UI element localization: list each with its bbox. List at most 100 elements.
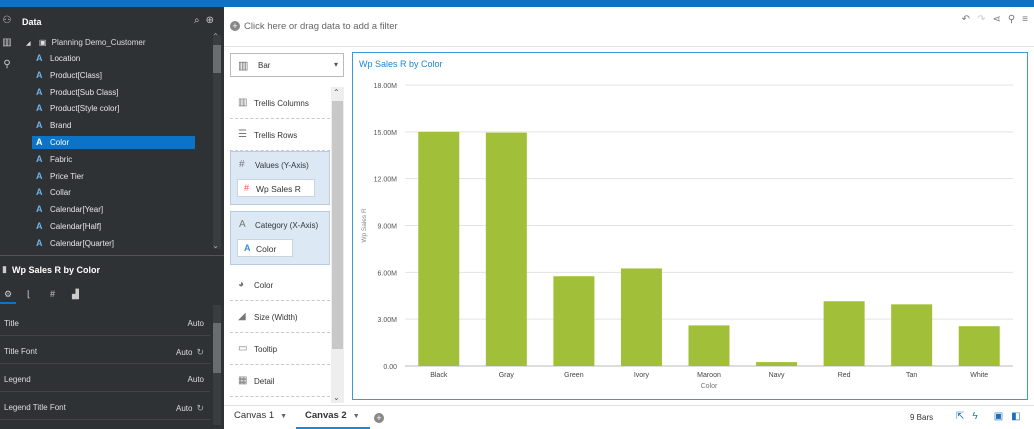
- add-icon[interactable]: ⊕: [205, 15, 214, 26]
- scroll-down-icon[interactable]: ⌄: [212, 241, 219, 250]
- property-value[interactable]: Auto ↻: [176, 403, 204, 414]
- values-zone[interactable]: # Values (Y-Axis) # Wp Sales R: [230, 151, 330, 205]
- y-tick-label: 12.00M: [374, 177, 398, 184]
- data-element-item[interactable]: A Brand: [32, 119, 195, 132]
- canvas-tab-2[interactable]: Canvas 2 ▼: [305, 410, 360, 421]
- data-element-item[interactable]: A Product[Style color]: [32, 102, 195, 115]
- data-element-item[interactable]: A Calendar[Quarter]: [32, 237, 195, 250]
- filter-placeholder[interactable]: Click here or drag data to add a filter: [244, 21, 398, 32]
- attribute-icon: A: [36, 120, 43, 131]
- chart-view[interactable]: Wp Sales R by Color 0.00 3.00M 6.00M 9.00M 1…: [352, 52, 1028, 400]
- redo-icon[interactable]: ↷: [977, 14, 986, 25]
- data-element-item[interactable]: A Product[Sub Class]: [32, 86, 195, 99]
- analytics-icon[interactable]: ⚲: [3, 59, 11, 70]
- attribute-icon: A: [36, 187, 43, 198]
- property-row[interactable]: Legend Title Font Auto ↻: [0, 394, 210, 420]
- bar[interactable]: [958, 326, 1000, 366]
- attribute-icon: A: [36, 204, 43, 215]
- visualizations-icon[interactable]: ▥: [2, 37, 12, 48]
- data-element-item[interactable]: A Fabric: [32, 153, 195, 166]
- property-row[interactable]: Legend Auto: [0, 366, 210, 392]
- trellis-rows-zone[interactable]: ☰ Trellis Rows: [230, 119, 330, 151]
- category-zone[interactable]: A Category (X-Axis) A Color: [230, 211, 330, 265]
- panel-divider[interactable]: [0, 255, 224, 256]
- data-element-item[interactable]: A Location: [32, 52, 195, 65]
- property-value[interactable]: Auto: [188, 319, 204, 328]
- properties-scrollbar[interactable]: [213, 305, 221, 425]
- color-zone[interactable]: ◕ Color: [230, 269, 330, 301]
- canvas-tab-1[interactable]: Canvas 1 ▼: [234, 410, 287, 421]
- size-zone[interactable]: ◢ Size (Width): [230, 301, 330, 333]
- data-element-item[interactable]: A Calendar[Year]: [32, 203, 195, 216]
- trellis-columns-zone[interactable]: ▥ Trellis Columns: [230, 87, 330, 119]
- chevron-down-icon[interactable]: ▼: [352, 413, 360, 420]
- x-tick-label: White: [970, 372, 988, 379]
- detail-zone[interactable]: ▦ Detail: [230, 365, 330, 397]
- chart-title: Wp Sales R by Color: [359, 59, 443, 69]
- bar-chart-icon: ▮: [2, 264, 7, 274]
- filter-bar[interactable]: + Click here or drag data to add a filte…: [224, 7, 1034, 47]
- scroll-up-icon[interactable]: ⌃: [333, 88, 340, 97]
- canvas-tab-1-label: Canvas 1: [234, 410, 275, 421]
- analytics-tab-icon[interactable]: ▟: [72, 289, 79, 299]
- bar[interactable]: [891, 304, 933, 366]
- bar[interactable]: [823, 301, 865, 366]
- data-element-label: Calendar[Year]: [50, 205, 104, 215]
- grammar-scroll-thumb[interactable]: [332, 101, 343, 349]
- detail-icon: ▦: [238, 375, 248, 386]
- canvas-tab-bar: Canvas 1 ▼ Canvas 2 ▼ + 9 Bars ⇱ ϟ ▣ ◧: [224, 405, 1034, 429]
- collapse-triangle-icon[interactable]: ◢: [26, 41, 31, 47]
- bar-count: 9 Bars: [910, 413, 934, 422]
- property-value[interactable]: Auto: [188, 375, 204, 384]
- bar[interactable]: [688, 325, 730, 366]
- add-filter-icon[interactable]: +: [230, 21, 240, 31]
- y-tick-label: 9.00M: [378, 224, 398, 231]
- property-value[interactable]: Auto ↻: [176, 347, 204, 358]
- data-element-item[interactable]: A Product[Class]: [32, 69, 195, 82]
- property-row[interactable]: Title Font Auto ↻: [0, 338, 210, 364]
- x-tick-label: Gray: [499, 372, 515, 379]
- chart-type-select[interactable]: ▥ Bar ▾: [230, 53, 344, 77]
- undo-icon[interactable]: ↶: [961, 14, 971, 25]
- data-element-label: Collar: [50, 188, 71, 198]
- x-tick-label: Navy: [769, 372, 785, 379]
- grammar-scrollbar[interactable]: ⌃ ⌄: [331, 87, 344, 403]
- share-icon[interactable]: ⋖: [992, 14, 1001, 25]
- tree-root[interactable]: ◢ ▣ Planning Demo_Customer: [26, 38, 145, 47]
- data-element-item[interactable]: A Price Tier: [32, 170, 195, 183]
- values-pill[interactable]: # Wp Sales R: [237, 179, 315, 197]
- chevron-down-icon[interactable]: ▼: [280, 413, 288, 420]
- scroll-up-icon[interactable]: ⌃: [212, 32, 219, 41]
- reset-icon[interactable]: ↻: [196, 403, 204, 413]
- bar[interactable]: [620, 268, 662, 366]
- data-element-item[interactable]: A Collar: [32, 186, 195, 199]
- bar-chart-icon: ▥: [238, 60, 249, 72]
- data-element-item[interactable]: A Color: [32, 136, 195, 149]
- auto-apply-icon[interactable]: ϟ: [972, 411, 978, 422]
- properties-scroll-thumb[interactable]: [213, 323, 221, 373]
- bar[interactable]: [553, 276, 595, 366]
- menu-icon[interactable]: ≡: [1022, 14, 1028, 25]
- property-value-text: Auto: [187, 319, 204, 328]
- data-element-item[interactable]: A Calendar[Half]: [32, 220, 195, 233]
- scroll-down-icon[interactable]: ⌄: [333, 393, 340, 402]
- reset-icon[interactable]: ↻: [196, 347, 204, 357]
- property-row[interactable]: Title Auto: [0, 310, 210, 336]
- add-canvas-icon[interactable]: +: [374, 413, 384, 423]
- tooltip-zone[interactable]: ▭ Tooltip: [230, 333, 330, 365]
- data-tree-scrollbar[interactable]: [213, 35, 221, 249]
- search-icon[interactable]: ⌕: [194, 15, 200, 26]
- panel-toggle-icon[interactable]: ◧: [1011, 411, 1021, 422]
- zoom-icon[interactable]: ⚲: [1007, 14, 1016, 25]
- data-elements-icon[interactable]: ⚇: [2, 15, 12, 26]
- layout-icon[interactable]: ▣: [993, 411, 1004, 422]
- category-pill[interactable]: A Color: [237, 239, 293, 257]
- values-tab-icon[interactable]: #: [50, 289, 56, 299]
- bar[interactable]: [756, 362, 798, 366]
- axis-tab-icon[interactable]: ⌊: [27, 289, 31, 299]
- bar[interactable]: [418, 131, 460, 366]
- refresh-icon[interactable]: ⇱: [956, 411, 965, 422]
- bar[interactable]: [485, 132, 527, 366]
- general-tab-icon[interactable]: ⚙: [4, 289, 13, 299]
- data-tree-scroll-thumb[interactable]: [213, 45, 221, 73]
